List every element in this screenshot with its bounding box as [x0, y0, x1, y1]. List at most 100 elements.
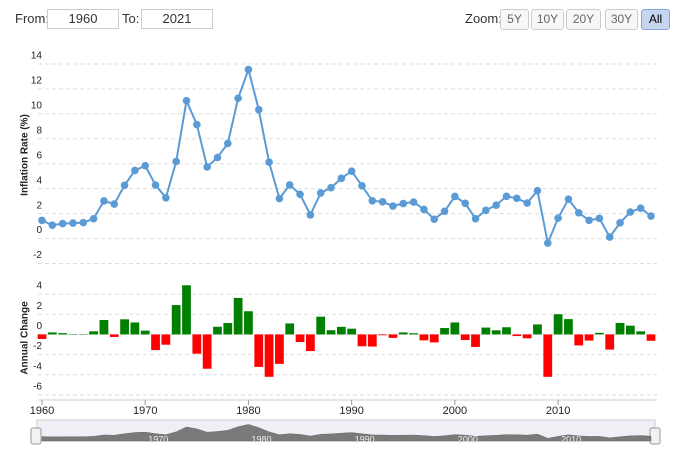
point — [347, 167, 356, 176]
bar — [491, 330, 501, 335]
y-tick-label: 10 — [31, 100, 43, 111]
y-tick-label: 2 — [36, 301, 42, 312]
point — [203, 163, 211, 171]
point — [502, 192, 511, 201]
navigator-handle[interactable] — [649, 427, 661, 445]
bar — [419, 334, 429, 341]
point — [389, 202, 397, 210]
bar — [357, 334, 367, 347]
point — [430, 215, 439, 224]
point — [461, 199, 470, 208]
navigator-tick-label: 2010 — [561, 434, 581, 444]
point — [523, 199, 531, 207]
bar — [316, 316, 326, 335]
bar — [223, 323, 233, 335]
point — [337, 174, 346, 183]
point — [574, 208, 583, 217]
x-tick-label: 1990 — [339, 405, 363, 417]
point — [100, 197, 108, 205]
zoom-button[interactable]: All — [641, 9, 670, 30]
point — [420, 205, 428, 214]
x-tick-label: 1960 — [30, 405, 54, 417]
bar — [378, 334, 388, 336]
bar — [522, 334, 532, 339]
y-tick-label: -2 — [33, 250, 42, 261]
y-tick-label: 8 — [36, 125, 42, 136]
point — [626, 208, 635, 216]
point — [306, 211, 315, 219]
from-label: From: — [15, 11, 49, 26]
y-axis-title: Inflation Rate (%) — [20, 114, 31, 196]
x-tick-label: 2000 — [443, 405, 467, 417]
bar — [471, 334, 480, 347]
point — [492, 201, 500, 209]
point — [110, 200, 119, 208]
point — [48, 221, 57, 230]
from-input[interactable]: 1960 — [47, 9, 119, 29]
bar — [512, 334, 522, 337]
point — [193, 120, 201, 129]
to-label: To: — [122, 11, 140, 26]
point — [327, 183, 335, 192]
bar — [460, 334, 470, 340]
bar — [244, 311, 253, 335]
navigator-tick-label: 1990 — [355, 434, 375, 444]
bar — [326, 330, 336, 335]
zoom-button[interactable]: 10Y — [531, 9, 564, 30]
point — [543, 239, 552, 247]
bar — [140, 330, 150, 335]
zoom-button[interactable]: 30Y — [605, 9, 638, 30]
point — [141, 161, 150, 170]
bar — [615, 322, 625, 335]
bar — [202, 334, 212, 369]
point — [172, 157, 180, 166]
point — [38, 216, 46, 225]
point — [285, 181, 294, 189]
bar — [398, 332, 408, 335]
y-tick-label: 14 — [31, 51, 43, 62]
point — [533, 186, 542, 195]
point — [513, 194, 521, 203]
point — [471, 214, 480, 223]
bar — [213, 326, 222, 335]
bar — [646, 334, 656, 341]
bar — [182, 285, 191, 335]
point — [213, 153, 222, 162]
point — [399, 199, 408, 208]
navigator-series — [41, 424, 652, 442]
navigator-tick-label: 2000 — [458, 434, 478, 444]
point — [482, 206, 490, 215]
y-tick-label: -4 — [33, 361, 42, 372]
bar — [595, 332, 604, 335]
to-input[interactable]: 2021 — [141, 9, 213, 29]
zoom-button[interactable]: 5Y — [500, 9, 529, 30]
bar — [305, 334, 315, 352]
bar — [285, 323, 295, 335]
bar — [161, 334, 171, 345]
point — [595, 214, 604, 223]
bar — [574, 334, 584, 346]
bar — [275, 334, 284, 364]
zoom-button[interactable]: 20Y — [566, 9, 601, 30]
point — [131, 166, 139, 175]
navigator-handle[interactable] — [30, 427, 42, 445]
bar — [584, 334, 594, 341]
point — [554, 214, 562, 222]
bar — [37, 334, 47, 339]
y-tick-label: 12 — [31, 76, 43, 87]
x-tick-label: 1970 — [133, 405, 157, 417]
bar — [233, 297, 243, 335]
point — [647, 212, 655, 220]
y-tick-label: 4 — [36, 281, 42, 292]
bar — [295, 334, 305, 342]
point — [244, 65, 253, 74]
point — [151, 181, 160, 189]
bar — [99, 320, 109, 335]
point — [440, 207, 449, 216]
point — [368, 196, 377, 205]
bar — [347, 328, 357, 335]
navigator-tick-label: 1970 — [148, 434, 168, 444]
point — [162, 193, 170, 202]
bar — [109, 334, 119, 337]
